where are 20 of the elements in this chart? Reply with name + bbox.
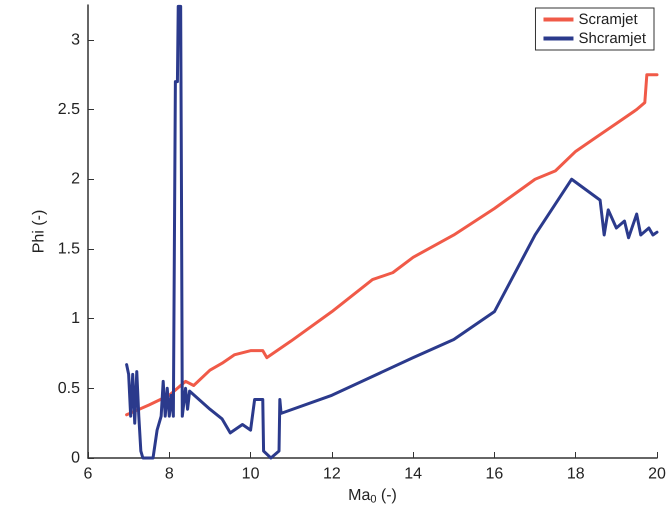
line-series [125,4,658,460]
y-tick-label: 3 [71,31,80,48]
x-tick-label: 6 [84,466,93,482]
y-tick-label: 2 [71,170,80,188]
x-tick-label: 14 [404,466,422,482]
legend-label: Shcramjet [578,30,647,47]
x-tick-label: 18 [566,466,585,482]
x-tick-label: 8 [164,466,174,482]
x-tick-label: 10 [242,466,260,482]
line-series [125,73,658,416]
y-tick-label: 1.5 [58,240,80,258]
y-tick-label: 0 [71,450,80,466]
x-tick-label: 12 [322,466,341,482]
y-tick-label: 0.5 [58,380,80,397]
x-tick-label: 20 [648,466,666,482]
legend-label: Scramjet [578,11,638,28]
y-tick-label: 2.5 [58,101,80,118]
y-axis-title: Phi (-) [30,210,48,254]
x-tick-label: 16 [486,466,504,482]
y-tick-label: 1 [71,310,80,328]
